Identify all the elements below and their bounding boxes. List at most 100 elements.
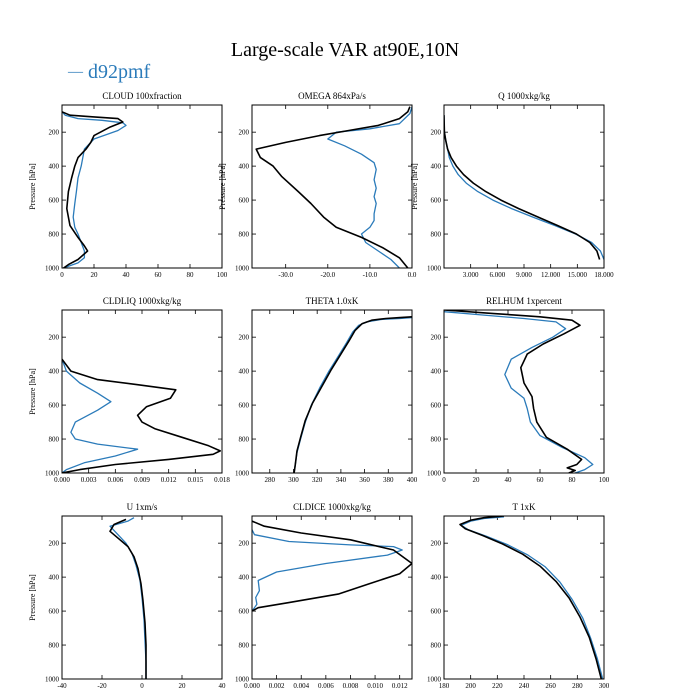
x-tick-label: 340 (336, 476, 347, 484)
x-tick-label: 380 (383, 476, 394, 484)
figure-title: Large-scale VAR at90E,10N (231, 39, 459, 61)
series-line-black (62, 111, 124, 268)
y-tick-label: 400 (431, 368, 442, 376)
y-tick-label: 600 (49, 608, 60, 616)
y-axis-label: Pressure [hPa] (28, 368, 37, 415)
plot-frame (443, 309, 605, 474)
y-tick-label: 800 (49, 642, 60, 650)
series-line-blue (109, 517, 147, 679)
y-axis-label: Pressure [hPa] (218, 163, 227, 210)
y-tick-label: 400 (49, 368, 60, 376)
x-tick-label: 220 (492, 682, 503, 690)
plot-frame (251, 104, 413, 269)
x-tick-label: 0 (60, 271, 64, 279)
x-tick-label: 300 (288, 476, 299, 484)
panel-cldliq: CLDLIQ 1000xkg/kg Pressure [hPa] 200 400 600… (28, 296, 230, 484)
y-tick-label: 200 (431, 540, 442, 548)
y-tick-label: 400 (49, 574, 60, 582)
plot-frame (251, 309, 413, 474)
x-tick-label: 0.008 (343, 682, 359, 690)
y-tick-label: 200 (49, 129, 60, 137)
y-tick-label: 200 (431, 129, 442, 137)
y-tick-label: 600 (49, 402, 60, 410)
y-tick-label: 200 (431, 334, 442, 342)
x-tick-label: 260 (545, 682, 556, 690)
y-axis-label: Pressure [hPa] (28, 163, 37, 210)
y-tick-label: 800 (49, 436, 60, 444)
legend-label: d92pmf (88, 61, 151, 83)
series-line-black (444, 310, 583, 473)
x-tick-label: 300 (599, 682, 610, 690)
x-tick-label: 0.009 (134, 476, 150, 484)
y-tick-label: 400 (431, 163, 442, 171)
y-tick-label: 600 (431, 402, 442, 410)
panel-theta: THETA 1.0xK 200 400 600 800 1000 280 300 320 340 3… (235, 296, 418, 484)
x-tick-label: 80 (569, 476, 577, 484)
plot-frame (61, 515, 223, 680)
plot-frame (61, 104, 223, 269)
series-line-blue (252, 529, 403, 612)
x-tick-label: 0.012 (161, 476, 177, 484)
series-line-black (109, 518, 147, 679)
series-line-blue (62, 358, 139, 473)
series-line-black (62, 358, 221, 473)
series-line-blue (460, 516, 604, 679)
y-tick-label: 1000 (45, 265, 60, 273)
y-tick-label: 800 (431, 436, 442, 444)
x-tick-label: 6.000 (489, 271, 505, 279)
x-tick-label: 0.006 (318, 682, 334, 690)
x-tick-label: 40 (219, 682, 227, 690)
plot-frame (61, 309, 223, 474)
x-tick-label: 0 (442, 476, 446, 484)
panel-title: T 1xK (512, 502, 536, 512)
x-tick-label: -20 (97, 682, 107, 690)
panel-omega: OMEGA 864xPa/s Pressure [hPa] 200 400 600 800… (218, 91, 417, 279)
y-tick-label: 200 (239, 129, 250, 137)
y-tick-label: 600 (239, 402, 250, 410)
series-line-blue (444, 115, 604, 260)
y-tick-label: 800 (431, 231, 442, 239)
panel-title: CLOUD 100xfraction (102, 91, 182, 101)
series-line-blue (293, 316, 412, 473)
y-tick-label: 800 (239, 231, 250, 239)
series-line-black (293, 316, 412, 473)
x-tick-label: 100 (217, 271, 228, 279)
y-tick-label: 800 (239, 642, 250, 650)
y-tick-label: 1000 (235, 265, 250, 273)
x-tick-label: -20.0 (320, 271, 335, 279)
y-tick-label: 600 (239, 197, 250, 205)
y-tick-label: 200 (239, 334, 250, 342)
plot-frame (251, 515, 413, 680)
panel-title: CLDICE 1000xkg/kg (293, 502, 371, 512)
series-line-black (252, 520, 412, 612)
y-tick-label: 1000 (45, 470, 60, 478)
series-line-black (255, 106, 411, 268)
x-tick-label: 0.012 (392, 682, 408, 690)
panel-title: U 1xm/s (127, 502, 158, 512)
y-tick-label: 600 (239, 608, 250, 616)
x-tick-label: 15.000 (568, 271, 588, 279)
legend-dash: — (67, 64, 84, 80)
y-tick-label: 800 (431, 642, 442, 650)
panel-title: RELHUM 1xpercent (486, 296, 562, 306)
x-tick-label: 0.000 (54, 476, 70, 484)
y-tick-label: 400 (431, 574, 442, 582)
x-tick-label: 20 (179, 682, 187, 690)
y-tick-label: 1000 (427, 676, 442, 684)
x-tick-label: 280 (265, 476, 276, 484)
x-tick-label: 20 (91, 271, 99, 279)
y-tick-label: 200 (49, 334, 60, 342)
x-tick-label: 18.000 (594, 271, 614, 279)
panel-title: Q 1000xkg/kg (498, 91, 550, 101)
x-tick-label: 60 (155, 271, 163, 279)
y-tick-label: 400 (49, 163, 60, 171)
x-tick-label: 3.000 (463, 271, 479, 279)
x-tick-label: 0.000 (244, 682, 260, 690)
x-tick-label: 0.018 (214, 476, 230, 484)
x-tick-label: 40 (123, 271, 131, 279)
